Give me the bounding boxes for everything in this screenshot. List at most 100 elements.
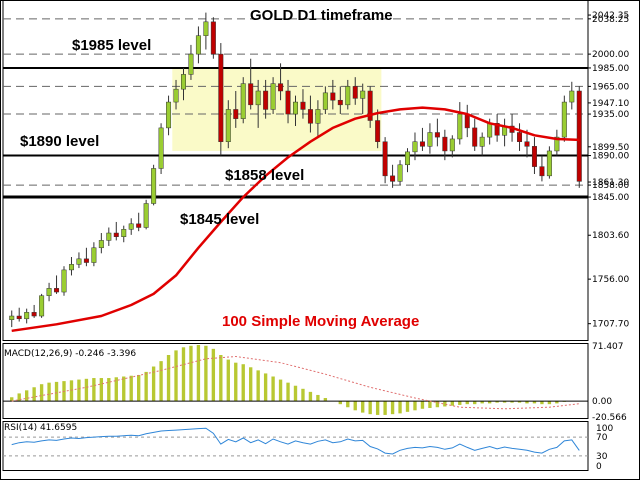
candle — [360, 90, 366, 99]
candle — [210, 21, 216, 55]
candle — [285, 90, 291, 115]
candle — [367, 90, 373, 121]
range-zone — [172, 67, 382, 151]
macd-axis-label: 71.407 — [592, 342, 624, 352]
candle — [345, 86, 351, 106]
sma-label: 100 Simple Moving Average — [222, 313, 419, 330]
candle — [427, 132, 433, 147]
candle — [54, 288, 60, 293]
candle — [195, 35, 201, 55]
candle — [24, 312, 30, 320]
candle — [293, 101, 298, 115]
price-tick-label: 1861.30 — [592, 178, 629, 188]
candle — [263, 90, 269, 110]
candle — [554, 136, 560, 152]
candle — [472, 127, 478, 147]
macd-signal-line — [11, 355, 580, 410]
price-tick-label: 1899.50 — [592, 143, 629, 153]
candle — [61, 269, 67, 293]
candle — [375, 120, 381, 142]
candle — [419, 141, 425, 147]
candle — [255, 90, 261, 106]
candle — [128, 223, 134, 230]
candle — [278, 83, 284, 92]
candle — [322, 92, 328, 110]
candle — [16, 315, 22, 320]
rsi-axis-label: 0 — [596, 462, 602, 472]
candle — [173, 88, 179, 103]
candle — [91, 247, 97, 263]
candle — [464, 113, 470, 129]
candle — [113, 232, 119, 237]
price-tick-label: 1935.00 — [592, 110, 629, 120]
price-tick-label: 1707.70 — [592, 320, 629, 330]
macd-axis-label: -20.566 — [592, 413, 627, 423]
candle — [83, 258, 89, 263]
candle — [517, 132, 523, 142]
candle — [180, 74, 186, 90]
candle — [442, 136, 448, 152]
chart-title: GOLD D1 timeframe — [250, 7, 393, 24]
candle — [166, 101, 172, 129]
candle — [240, 83, 246, 119]
candle — [561, 101, 567, 138]
candle — [539, 166, 545, 177]
candle — [158, 127, 164, 169]
candle — [494, 123, 500, 136]
candle — [524, 141, 530, 147]
candle — [531, 146, 537, 167]
price-tick-label: 1756.00 — [592, 275, 629, 285]
candle — [203, 21, 209, 36]
candle — [98, 240, 104, 249]
pane-frame — [2, 343, 589, 419]
price-tick-label: 1858.00 — [592, 181, 629, 191]
level-label-1845: $1845 level — [180, 211, 259, 228]
candle — [449, 138, 455, 152]
candle — [136, 223, 142, 228]
candle — [218, 53, 224, 142]
price-tick-label: 1845.00 — [592, 193, 629, 203]
candle — [188, 53, 194, 75]
rsi-axis-label: 100 — [596, 424, 613, 434]
rsi-label: RSI(14) 41.6595 — [4, 423, 77, 433]
candle — [434, 132, 440, 138]
candle — [233, 109, 239, 119]
candle — [121, 229, 127, 237]
price-tick-label: 1947.10 — [592, 99, 629, 109]
candle — [9, 315, 15, 320]
candle — [487, 123, 493, 138]
candle — [405, 151, 411, 166]
candle — [479, 136, 485, 147]
candle — [151, 168, 157, 204]
candle — [457, 113, 463, 140]
price-tick-label: 2042.35 — [592, 11, 629, 21]
rsi-axis-label: 70 — [596, 433, 608, 443]
price-tick-label: 1803.60 — [592, 231, 629, 241]
candle — [106, 232, 112, 241]
level-label-1985: $1985 level — [72, 37, 151, 54]
candle — [315, 109, 321, 124]
candle — [300, 101, 306, 110]
candle — [576, 90, 582, 182]
candle — [546, 150, 552, 177]
price-tick-label: 1965.00 — [592, 82, 629, 92]
candle — [390, 175, 396, 182]
candle — [143, 203, 149, 228]
candle — [337, 99, 343, 106]
level-label-1858: $1858 level — [225, 167, 304, 184]
macd-axis-label: 0.00 — [592, 397, 612, 407]
price-tick-label: 2038.25 — [592, 15, 629, 25]
candle — [46, 288, 52, 296]
pane-frame — [2, 0, 589, 341]
candle — [307, 109, 313, 124]
candle — [39, 295, 45, 317]
candle — [270, 83, 276, 110]
price-tick-label: 1985.00 — [592, 64, 629, 74]
candle — [248, 83, 254, 106]
candle — [382, 141, 388, 177]
candle — [76, 258, 82, 265]
macd-label: MACD(12,26,9) -0.246 -3.396 — [4, 349, 136, 359]
candle — [412, 141, 418, 153]
